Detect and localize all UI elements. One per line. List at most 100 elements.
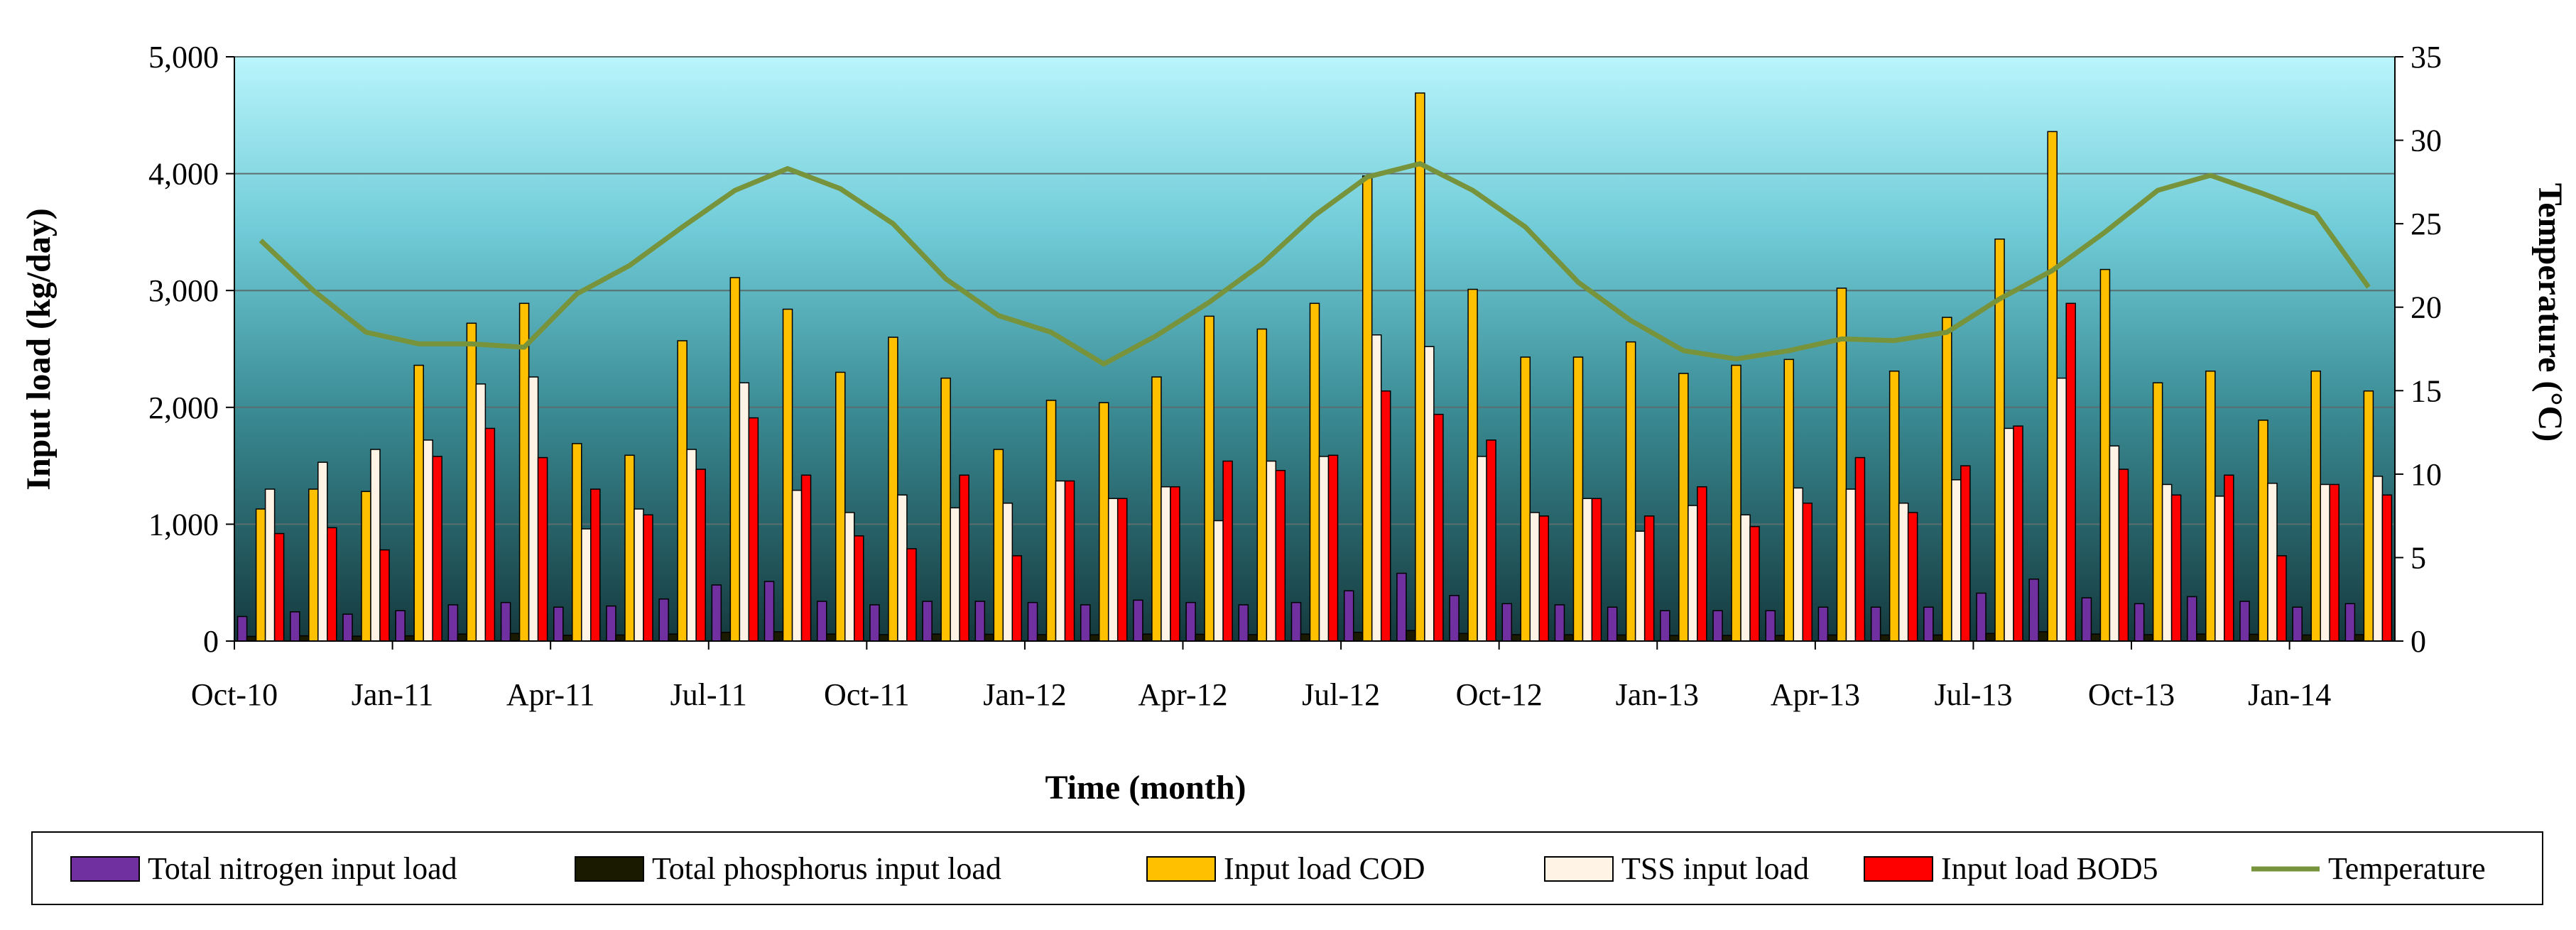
bar-tss-input-load [2056,377,2067,642]
bar-total-phosphorus-input-load [1458,633,1469,642]
bar-total-phosphorus-input-load [1985,633,1996,642]
bar-input-load-cod [2205,371,2216,642]
bar-total-nitrogen-input-load [1712,610,1723,642]
bar-input-load-bod5 [1011,555,1023,642]
bar-input-load-bod5 [1960,465,1971,642]
x-tick-label: Apr-13 [1771,677,1860,712]
bar-input-load-bod5 [2118,469,2129,642]
bar-total-phosphorus-input-load [1195,633,1205,642]
bar-tss-input-load [1634,530,1646,642]
bar-total-phosphorus-input-load [1406,630,1416,642]
bar-total-phosphorus-input-load [2249,633,2259,642]
bar-total-phosphorus-input-load [299,635,310,642]
bar-total-nitrogen-input-load [816,601,827,642]
x-tick-label: Apr-12 [1138,677,1227,712]
bar-total-nitrogen-input-load [1923,606,1934,642]
bar-tss-input-load [2267,483,2278,642]
legend-label-tss-input-load: TSS input load [1621,851,1809,886]
bar-total-nitrogen-input-load [922,601,933,642]
legend-label-input-load-bod5: Input load BOD5 [1941,851,2158,886]
bar-input-load-bod5 [1907,512,1918,642]
y2-tick-label: 30 [2411,124,2442,158]
bar-total-phosphorus-input-load [1300,633,1311,642]
bar-total-nitrogen-input-load [711,584,722,642]
y2-tick-label: 10 [2411,457,2442,492]
bar-total-phosphorus-input-load [1933,634,1943,642]
bar-input-load-cod [1520,356,1531,642]
bar-total-nitrogen-input-load [1817,606,1829,642]
bar-tss-input-load [264,488,276,642]
bar-tss-input-load [1161,486,1171,642]
bar-total-nitrogen-input-load [1133,599,1143,642]
bar-input-load-cod [2099,268,2111,642]
bar-total-phosphorus-input-load [2301,634,2312,642]
bar-tss-input-load [317,461,328,642]
bar-input-load-cod [1888,371,1900,642]
x-tick-label: Oct-12 [1456,677,1543,712]
bar-input-load-cod [624,454,635,642]
bar-total-nitrogen-input-load [1765,610,1776,642]
legend-label-input-load-cod: Input load COD [1224,851,1425,886]
bar-tss-input-load [2004,427,2014,642]
bar-input-load-cod [1098,402,1109,642]
bar-total-phosphorus-input-load [404,635,415,642]
temperature-line [259,161,2371,367]
bar-total-nitrogen-input-load [1396,572,1407,642]
bar-input-load-bod5 [853,535,864,642]
y2-tick-labels: 0 5 10 15 20 25 30 35 [2395,40,2442,659]
bar-total-nitrogen-input-load [2028,579,2039,642]
bar-tss-input-load [1951,479,1962,642]
y-tick-label: 1,000 [148,507,219,542]
bar-tss-input-load [1529,512,1540,642]
bar-input-load-bod5 [2013,425,2023,642]
bar-total-phosphorus-input-load [1036,634,1048,642]
legend-label-temperature: Temperature [2328,851,2486,886]
bar-input-load-cod [1362,175,1373,642]
bar-input-load-cod [255,508,266,642]
bar-total-phosphorus-input-load [1669,635,1680,642]
bar-total-phosphorus-input-load [720,631,732,642]
bar-total-phosphorus-input-load [1774,635,1786,642]
legend-swatch-total-nitrogen-input-load [70,856,140,882]
bar-total-phosphorus-input-load [1879,634,1891,642]
bar-total-nitrogen-input-load [2292,606,2303,642]
bar-input-load-cod [1309,302,1320,642]
y-tick-label: 5,000 [148,40,219,75]
bar-input-load-cod [1204,315,1214,642]
bar-input-load-bod5 [1749,525,1760,642]
bar-total-nitrogen-input-load [1501,603,1513,642]
bar-total-nitrogen-input-load [290,611,300,642]
y2-tick-label: 5 [2411,540,2426,575]
bar-total-phosphorus-input-load [931,633,942,642]
bar-tss-input-load [1002,503,1013,642]
bar-input-load-cod [1783,359,1795,642]
bar-tss-input-load [2214,496,2225,642]
bar-input-load-bod5 [1064,480,1075,642]
bar-input-load-cod [2152,382,2163,642]
bar-total-phosphorus-input-load [1511,634,1522,642]
bar-input-load-bod5 [800,474,812,642]
bar-input-load-bod5 [643,514,653,642]
bar-input-load-cod [466,322,477,642]
bar-tss-input-load [1477,456,1487,642]
bar-total-nitrogen-input-load [395,610,406,642]
bar-tss-input-load [2372,476,2384,642]
bar-input-load-cod [1151,376,1162,642]
bar-total-phosphorus-input-load [773,631,784,642]
bar-total-nitrogen-input-load [1554,604,1565,642]
bar-input-load-bod5 [959,474,969,642]
bar-input-load-bod5 [2065,302,2076,642]
bar-tss-input-load [739,382,750,642]
bar-total-phosphorus-input-load [1352,631,1364,642]
y-tick-labels: 0 1,000 2,000 3,000 4,000 5,000 [148,40,234,659]
bar-input-load-cod [677,340,688,642]
x-tick-label: Apr-11 [506,677,595,712]
bar-tss-input-load [1582,498,1593,642]
bar-total-nitrogen-input-load [447,604,459,642]
y2-axis-title: Temperature (°C) [2531,183,2569,442]
bar-total-nitrogen-input-load [1660,610,1670,642]
bar-input-load-bod5 [327,527,337,642]
bar-total-nitrogen-input-load [658,598,669,642]
bar-input-load-bod5 [1591,498,1602,642]
